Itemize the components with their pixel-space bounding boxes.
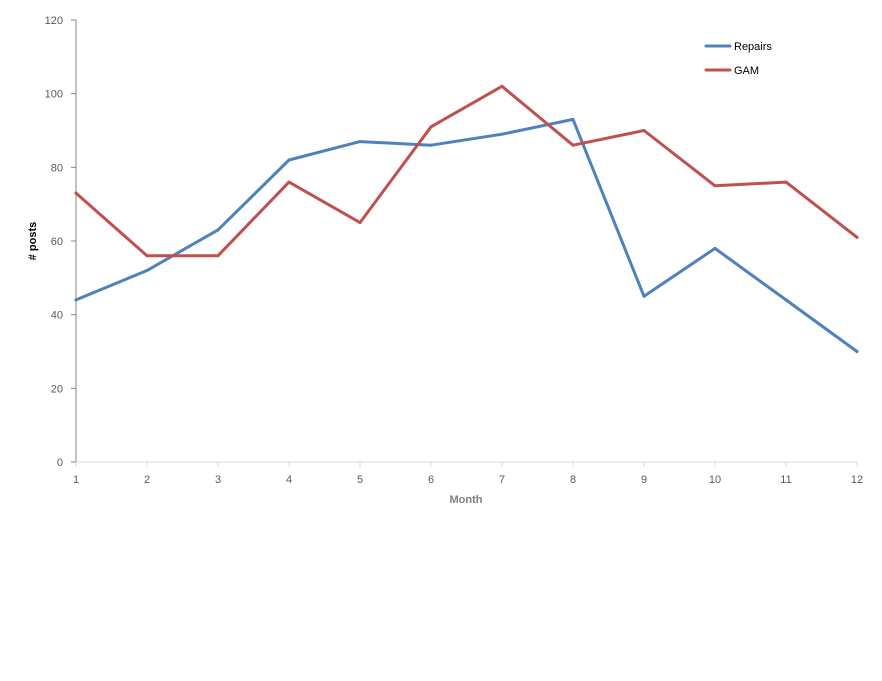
- data-point-repairs: [74, 298, 78, 302]
- series-layer: [74, 84, 859, 353]
- data-point-gam: [358, 221, 362, 225]
- x-tick-label: 10: [709, 474, 721, 486]
- data-point-repairs: [145, 268, 149, 272]
- data-point-gam: [855, 235, 859, 239]
- data-point-gam: [74, 191, 78, 195]
- y-tick-label: 0: [57, 457, 63, 469]
- series-line-gam: [74, 84, 859, 258]
- data-point-repairs: [287, 158, 291, 162]
- legend-label-repairs: Repairs: [734, 41, 772, 53]
- y-tick-label: 40: [51, 310, 63, 322]
- x-tick-label: 2: [144, 474, 150, 486]
- data-point-gam: [145, 254, 149, 258]
- x-tick-label: 5: [357, 474, 363, 486]
- x-tick-label: 4: [286, 474, 292, 486]
- data-point-repairs: [713, 246, 717, 250]
- data-point-repairs: [500, 132, 504, 136]
- y-tick-label: 60: [51, 236, 63, 248]
- data-point-repairs: [642, 294, 646, 298]
- legend-label-gam: GAM: [734, 65, 759, 77]
- data-point-repairs: [855, 350, 859, 353]
- x-tick-label: 1: [73, 474, 79, 486]
- x-tick-label: 12: [851, 474, 863, 486]
- data-point-gam: [429, 125, 433, 129]
- data-point-gam: [500, 84, 504, 88]
- x-axis-title: Month: [450, 494, 483, 506]
- y-axis-title: # posts: [27, 222, 39, 261]
- data-point-gam: [713, 184, 717, 188]
- data-point-repairs: [784, 298, 788, 302]
- data-point-gam: [287, 180, 291, 184]
- data-point-repairs: [429, 143, 433, 147]
- data-point-gam: [784, 180, 788, 184]
- data-point-gam: [642, 129, 646, 132]
- y-tick-label: 80: [51, 162, 63, 174]
- data-point-gam: [216, 254, 220, 258]
- y-axis: 0 20 40 60 80 100 120: [45, 15, 77, 469]
- x-tick-label: 9: [641, 474, 647, 486]
- x-tick-label: 7: [499, 474, 505, 486]
- x-tick-label: 11: [780, 474, 791, 486]
- x-axis: 1 2 3 4 5 6 7 8 9 10 11 12: [73, 461, 863, 486]
- data-point-gam: [571, 143, 575, 147]
- x-tick-label: 6: [428, 474, 434, 486]
- data-point-repairs: [216, 228, 220, 232]
- data-point-repairs: [358, 140, 362, 144]
- y-tick-label: 20: [51, 383, 63, 395]
- y-tick-label: 120: [45, 15, 63, 27]
- x-tick-label: 3: [215, 474, 221, 486]
- y-tick-label: 100: [45, 89, 63, 101]
- legend: Repairs GAM: [704, 41, 772, 77]
- series-line-repairs: [74, 117, 859, 353]
- x-tick-label: 8: [570, 474, 576, 486]
- data-point-repairs: [571, 117, 575, 121]
